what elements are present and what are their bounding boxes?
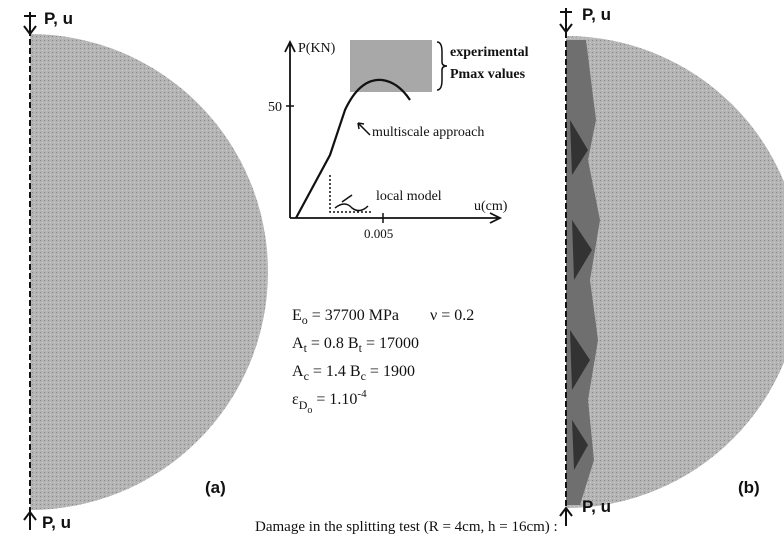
- arrow-top-b: [560, 8, 572, 32]
- subscript: D: [299, 398, 308, 412]
- caption: Damage in the splitting test (R = 4cm, h…: [255, 519, 558, 534]
- half-disk-b: [566, 36, 784, 508]
- brace: [437, 42, 447, 90]
- value: = 17000: [362, 335, 419, 352]
- value: ν = 0.2: [430, 307, 474, 324]
- experimental-box: [350, 40, 432, 92]
- y-tick-label: 50: [268, 100, 282, 115]
- figure: P, u P, u (a) P, u P, u (b) P(KN) 50 u(c…: [0, 0, 784, 534]
- panel-label: (a): [205, 478, 226, 497]
- parameter-line: εDo = 1.10-4: [292, 388, 367, 416]
- annotation: Pmax values: [450, 67, 526, 82]
- value: = 1.10: [312, 391, 357, 408]
- value: = 0.8 B: [307, 335, 359, 352]
- inset-chart: P(KN) 50 u(cm) 0.005 experimental Pmax v…: [268, 40, 529, 241]
- symbol: A: [292, 335, 304, 352]
- arrow-bottom-b: [560, 508, 572, 526]
- half-disk-a: [30, 34, 268, 510]
- value: = 1900: [366, 363, 415, 380]
- x-tick-label: 0.005: [364, 226, 393, 241]
- x-axis-label: u(cm): [474, 199, 508, 214]
- page: { "panel_a": {"load_top": "P, u", "load_…: [0, 0, 784, 534]
- parameter-line: At = 0.8 Bt = 17000: [292, 335, 419, 355]
- load-label: P, u: [582, 5, 611, 24]
- annotation: experimental: [450, 45, 529, 60]
- annotation: local model: [376, 189, 442, 204]
- load-label: P, u: [42, 513, 71, 532]
- arrow: [358, 123, 370, 135]
- local-wiggle: [335, 204, 368, 211]
- arrow-bottom-a: [24, 512, 36, 530]
- symbol: E: [292, 307, 302, 324]
- annotation: multiscale approach: [372, 125, 484, 140]
- value: = 1.4 B: [309, 363, 361, 380]
- panel-label: (b): [738, 478, 760, 497]
- parameter-line: Ac = 1.4 Bc = 1900: [292, 363, 415, 383]
- load-label: P, u: [582, 497, 611, 516]
- load-label: P, u: [44, 9, 73, 28]
- value: = 37700 MPa: [308, 307, 399, 324]
- arrow: [342, 195, 352, 202]
- y-axis-label: P(KN): [298, 41, 336, 56]
- arrow-top-a: [24, 12, 36, 34]
- superscript: -4: [357, 388, 367, 400]
- symbol: A: [292, 363, 304, 380]
